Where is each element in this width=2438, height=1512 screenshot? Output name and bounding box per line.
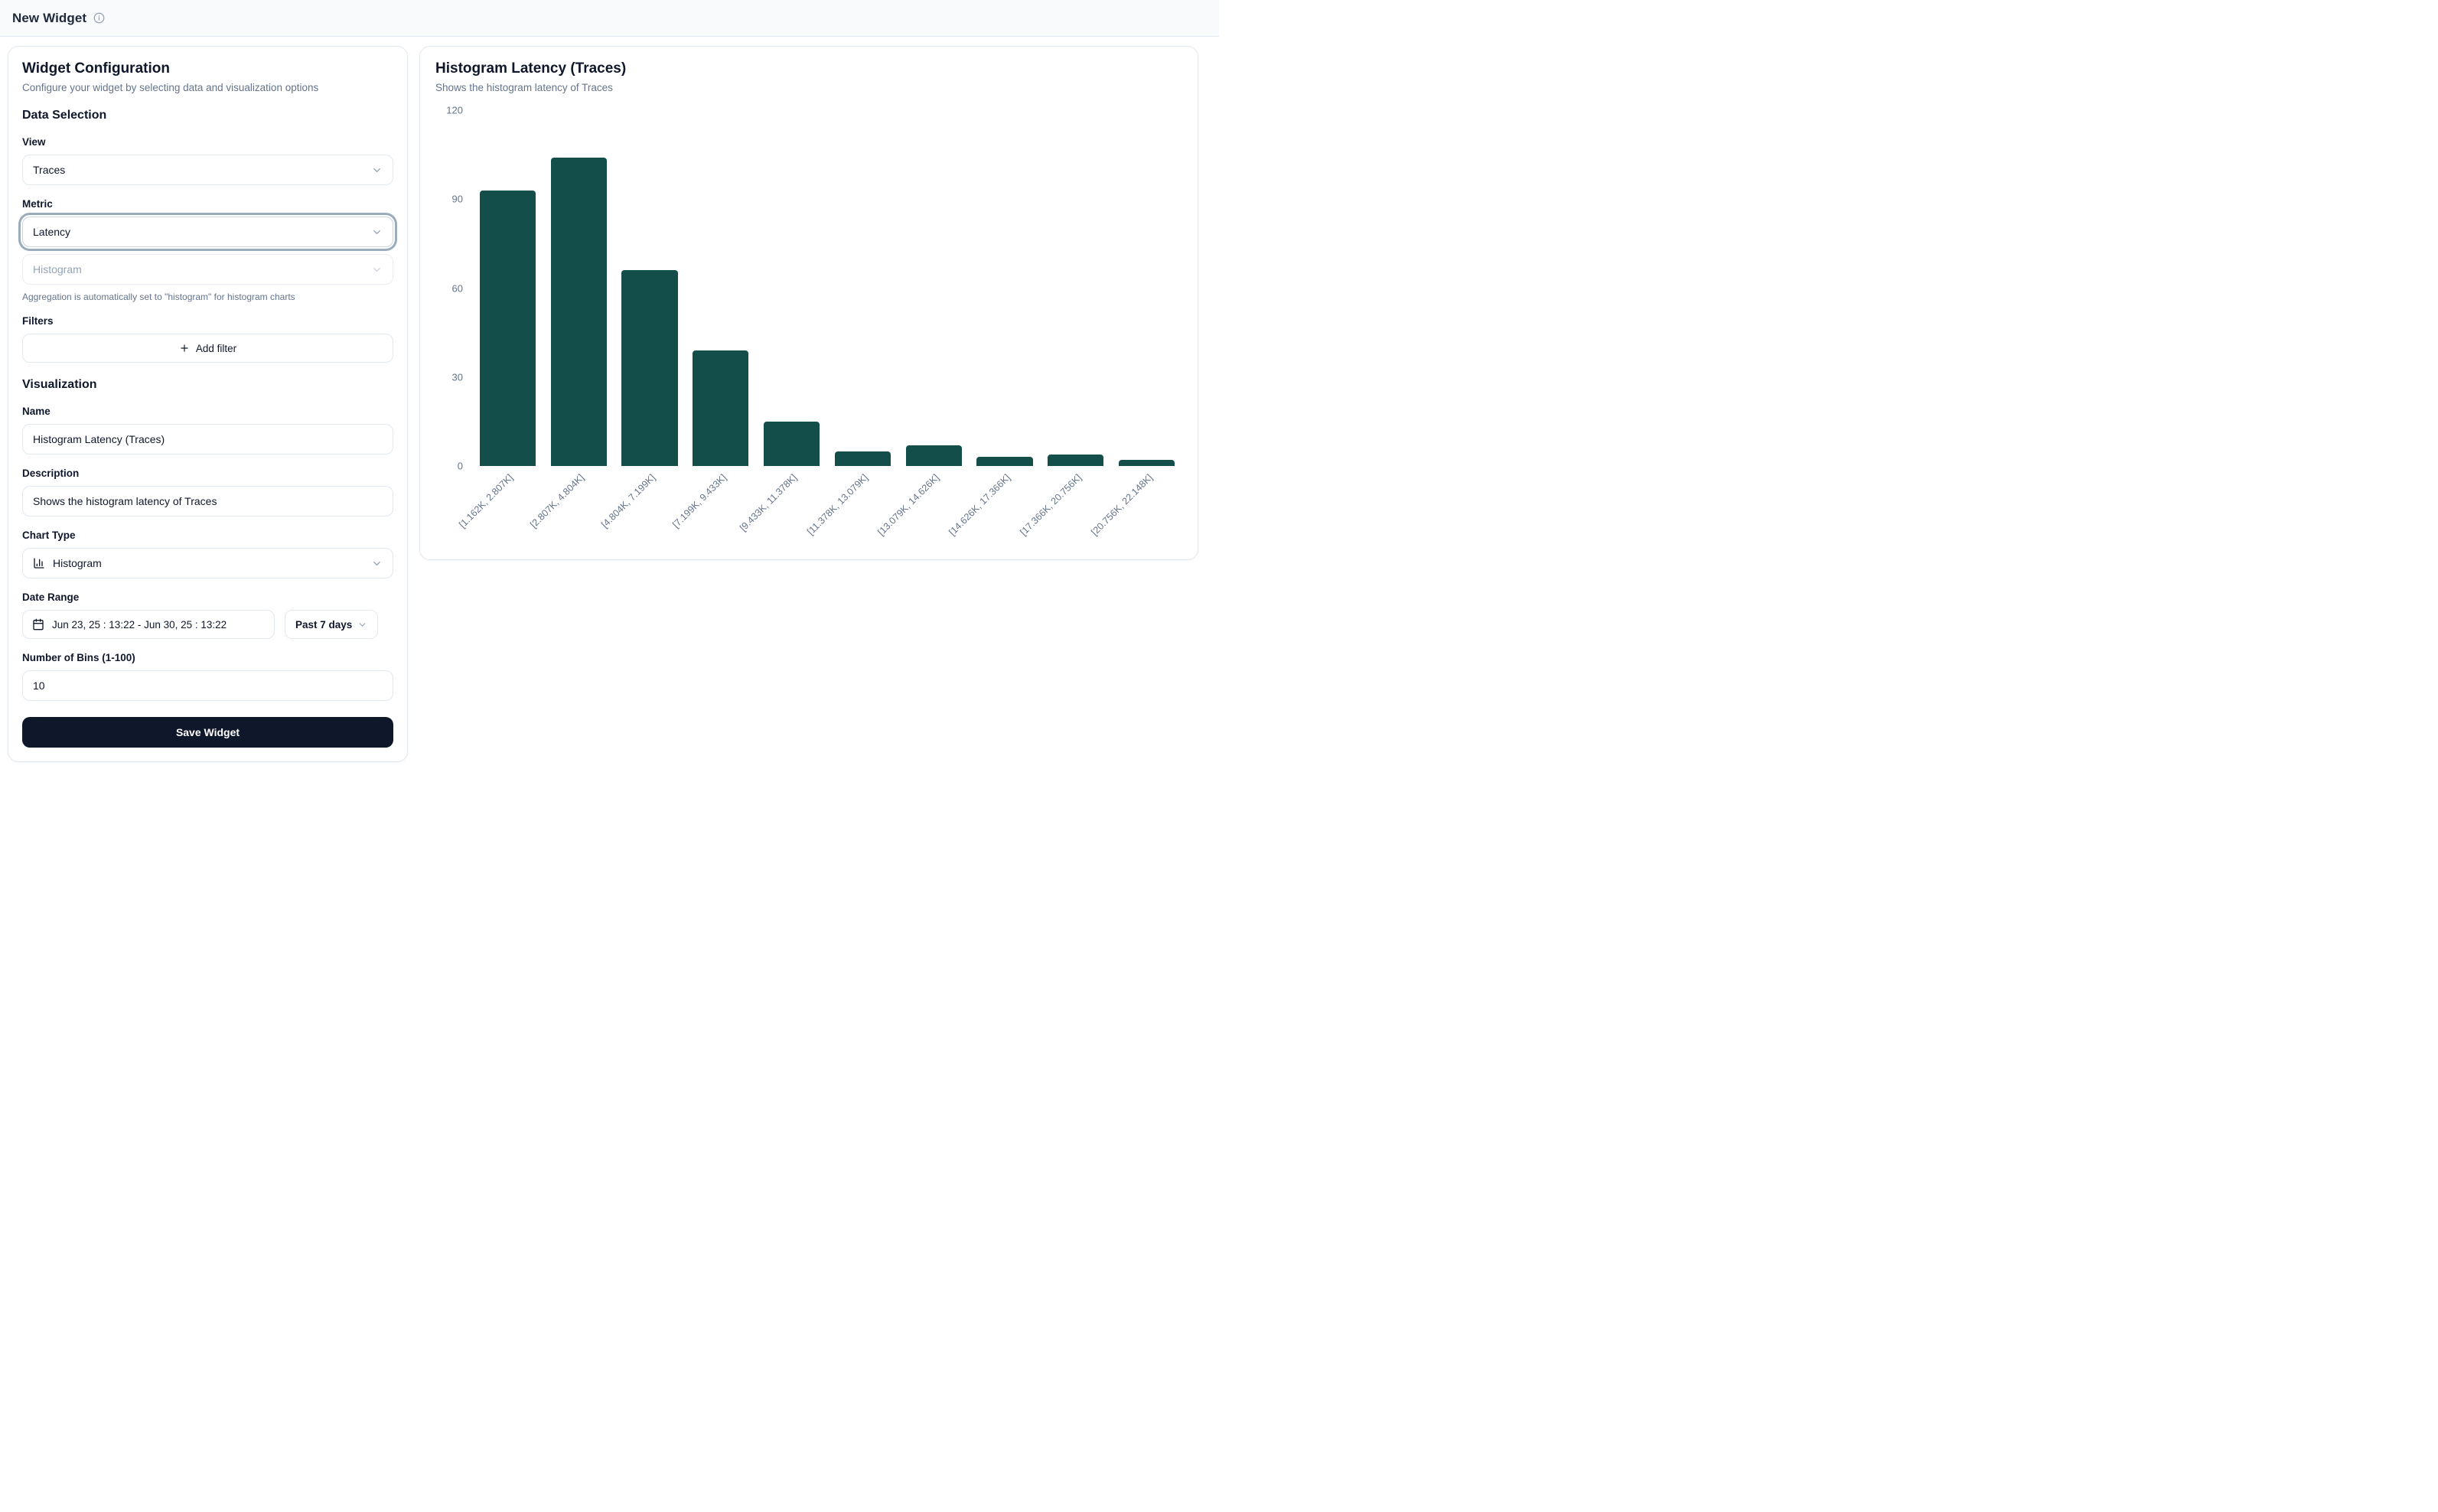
aggregation-select: Histogram bbox=[22, 254, 393, 285]
filters-label: Filters bbox=[22, 315, 54, 327]
top-bar: New Widget bbox=[0, 0, 1219, 37]
x-tick-label: [7.199K, 9.433K] bbox=[670, 472, 728, 530]
bar-slot bbox=[1040, 110, 1111, 466]
chart-subtitle: Shows the histogram latency of Traces bbox=[435, 82, 613, 93]
x-tick-label: [20.756K, 22.148K] bbox=[1088, 472, 1155, 538]
x-tick-label: [4.804K, 7.199K] bbox=[599, 472, 657, 530]
x-tick-label: [2.807K, 4.804K] bbox=[528, 472, 587, 530]
x-tick-label: [13.079K, 14.626K] bbox=[875, 472, 942, 538]
plus-icon bbox=[179, 343, 190, 354]
y-axis: 0 30 60 90 120 bbox=[435, 105, 472, 472]
bins-input[interactable] bbox=[22, 670, 393, 701]
chart-type-value: Histogram bbox=[53, 557, 102, 569]
histogram-bar[interactable] bbox=[763, 421, 820, 466]
config-panel-subtitle: Configure your widget by selecting data … bbox=[22, 82, 319, 93]
bar-slot bbox=[827, 110, 898, 466]
date-range-label: Date Range bbox=[22, 591, 80, 603]
date-range-value: Jun 23, 25 : 13:22 - Jun 30, 25 : 13:22 bbox=[52, 618, 227, 631]
chart-type-field: Chart Type Histogram bbox=[22, 530, 393, 578]
data-selection-heading: Data Selection bbox=[22, 109, 107, 122]
chart-type-label: Chart Type bbox=[22, 530, 76, 541]
bar-slot bbox=[543, 110, 614, 466]
view-select-value: Traces bbox=[33, 164, 66, 176]
x-tick-label: [9.433K, 11.378K] bbox=[738, 472, 800, 534]
chart-type-select[interactable]: Histogram bbox=[22, 548, 393, 578]
plot-area bbox=[472, 110, 1182, 466]
chevron-down-icon bbox=[357, 620, 367, 630]
metric-select-value: Latency bbox=[33, 226, 71, 238]
metric-select[interactable]: Latency bbox=[22, 217, 393, 247]
x-tick-label: [1.162K, 2.807K] bbox=[457, 472, 516, 530]
bar-chart-icon bbox=[33, 557, 45, 569]
chart-title: Histogram Latency (Traces) bbox=[435, 60, 627, 77]
y-tick-label: 0 bbox=[457, 460, 463, 472]
visualization-heading: Visualization bbox=[22, 378, 97, 391]
content-area: Widget Configuration Configure your widg… bbox=[0, 37, 1219, 771]
histogram-bar[interactable] bbox=[976, 457, 1033, 466]
y-tick-label: 90 bbox=[451, 193, 463, 205]
y-tick-label: 60 bbox=[451, 282, 463, 294]
histogram-bar[interactable] bbox=[550, 158, 607, 466]
x-tick-label: [11.378K, 13.079K] bbox=[805, 472, 871, 537]
x-axis-labels: [1.162K, 2.807K] [2.807K, 4.804K] [4.804K,… bbox=[458, 466, 1182, 543]
histogram-chart: 0 30 60 90 120 [1.162K, 2.807K] [2.807K, 4.80… bbox=[435, 105, 1182, 543]
view-select[interactable]: Traces bbox=[22, 155, 393, 185]
histogram-bar[interactable] bbox=[693, 350, 749, 466]
chevron-down-icon bbox=[371, 226, 383, 238]
description-field: Description bbox=[22, 468, 393, 516]
widget-configuration-panel: Widget Configuration Configure your widg… bbox=[8, 46, 408, 762]
histogram-bar[interactable] bbox=[834, 451, 891, 466]
histogram-bar[interactable] bbox=[479, 190, 536, 466]
bar-slot bbox=[970, 110, 1041, 466]
bar-slot bbox=[472, 110, 543, 466]
calendar-icon bbox=[32, 618, 44, 631]
y-tick-label: 30 bbox=[451, 371, 463, 383]
description-label: Description bbox=[22, 468, 80, 479]
bins-label: Number of Bins (1-100) bbox=[22, 652, 135, 663]
chevron-down-icon bbox=[371, 165, 383, 176]
histogram-bar[interactable] bbox=[905, 445, 962, 466]
bar-slot bbox=[756, 110, 827, 466]
bar-slot bbox=[898, 110, 970, 466]
name-label: Name bbox=[22, 406, 51, 417]
histogram-bar[interactable] bbox=[621, 270, 678, 466]
date-preset-button[interactable]: Past 7 days bbox=[285, 610, 379, 639]
page-title: New Widget bbox=[12, 10, 87, 25]
x-tick-label: [17.366K, 20.756K] bbox=[1018, 472, 1084, 538]
bar-slot bbox=[685, 110, 756, 466]
bar-slot bbox=[1111, 110, 1182, 466]
description-input[interactable] bbox=[22, 486, 393, 516]
chart-preview-panel: Histogram Latency (Traces) Shows the his… bbox=[419, 46, 1198, 560]
date-range-button[interactable]: Jun 23, 25 : 13:22 - Jun 30, 25 : 13:22 bbox=[22, 610, 275, 639]
name-field: Name bbox=[22, 406, 393, 455]
add-filter-button[interactable]: Add filter bbox=[22, 334, 393, 363]
view-field: View Traces bbox=[22, 136, 393, 185]
date-range-field: Date Range Jun 23, 25 : 13:22 - Jun 30, … bbox=[22, 591, 393, 639]
add-filter-label: Add filter bbox=[195, 342, 237, 354]
date-preset-value: Past 7 days bbox=[295, 618, 353, 631]
chevron-down-icon bbox=[371, 264, 383, 275]
name-input[interactable] bbox=[22, 424, 393, 455]
histogram-bar[interactable] bbox=[1048, 454, 1104, 466]
filters-field: Filters Add filter bbox=[22, 315, 393, 363]
aggregation-helper-text: Aggregation is automatically set to "his… bbox=[22, 292, 295, 302]
info-icon[interactable] bbox=[93, 12, 105, 24]
metric-label: Metric bbox=[22, 198, 53, 210]
view-label: View bbox=[22, 136, 46, 148]
x-tick-label: [14.626K, 17.366K] bbox=[947, 472, 1012, 538]
bar-slot bbox=[614, 110, 686, 466]
histogram-bar[interactable] bbox=[1118, 460, 1175, 466]
save-widget-button[interactable]: Save Widget bbox=[22, 717, 393, 748]
bins-field: Number of Bins (1-100) bbox=[22, 652, 393, 701]
metric-field: Metric Latency Histogram Aggregation is … bbox=[22, 198, 393, 302]
aggregation-select-value: Histogram bbox=[33, 263, 82, 275]
config-panel-title: Widget Configuration bbox=[22, 60, 170, 77]
chevron-down-icon bbox=[371, 558, 383, 569]
y-tick-label: 120 bbox=[446, 104, 463, 116]
